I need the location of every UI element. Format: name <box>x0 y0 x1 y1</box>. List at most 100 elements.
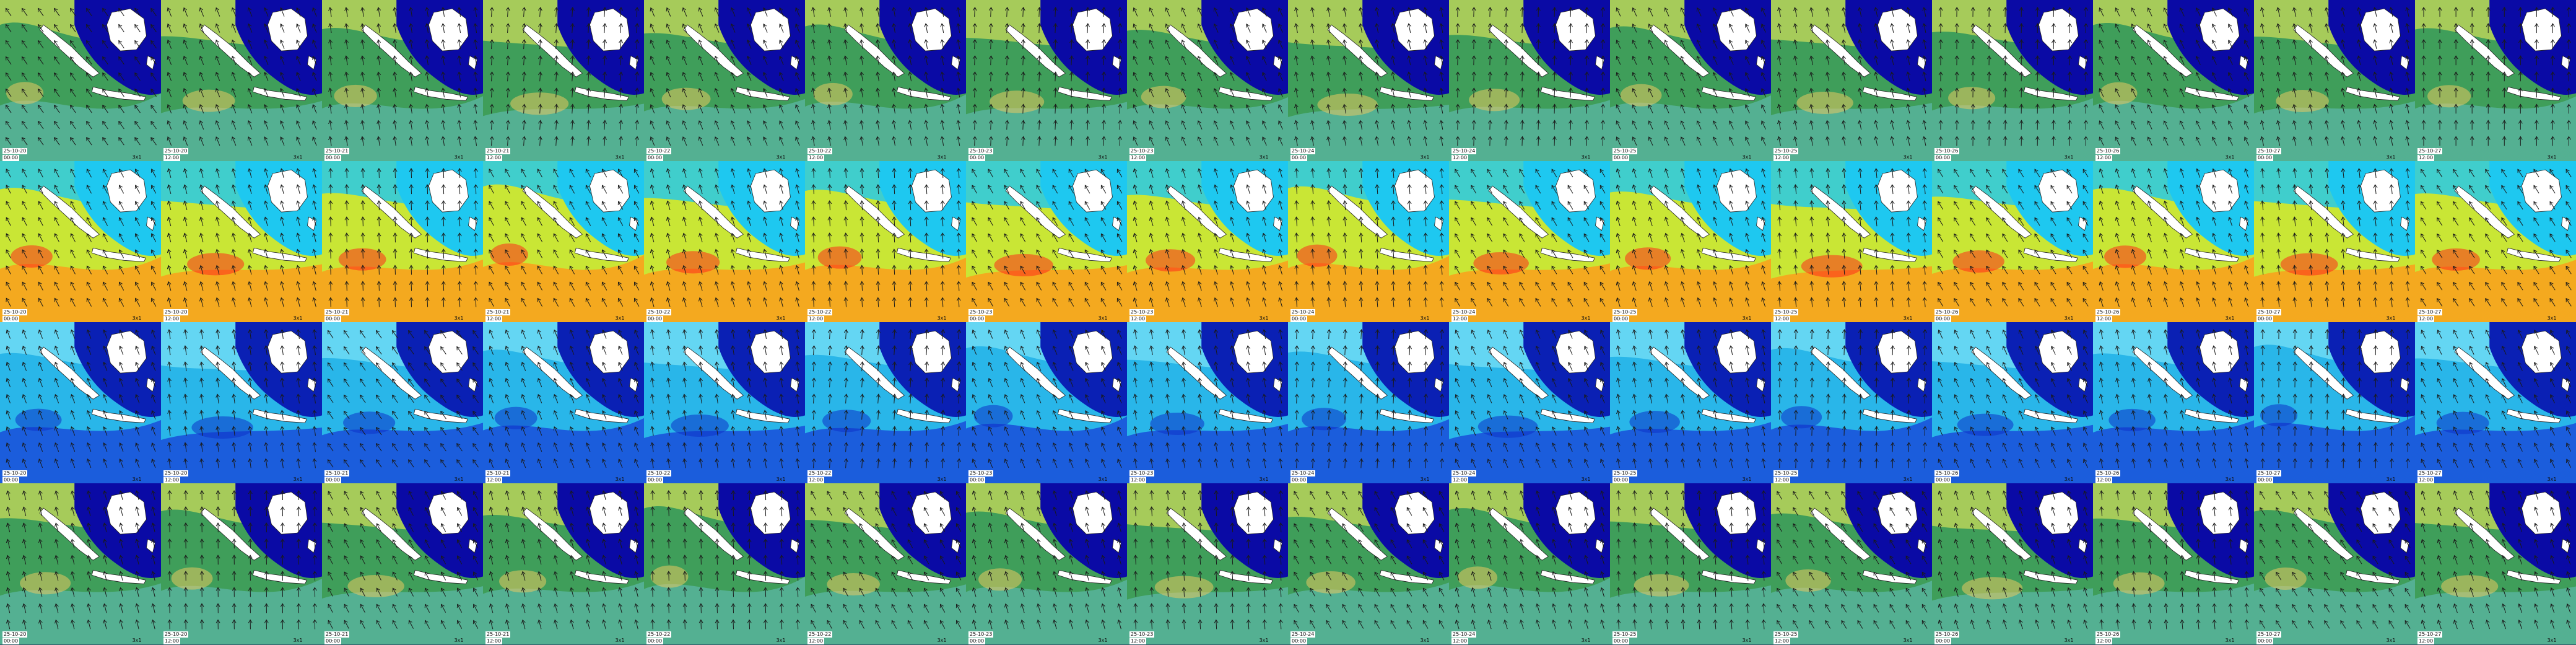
direction-arrow-icon <box>698 345 703 356</box>
direction-arrow-icon <box>2195 56 2201 65</box>
direction-arrow-icon <box>940 23 945 33</box>
direction-arrow-icon <box>2389 23 2394 33</box>
direction-arrow-icon <box>296 410 301 420</box>
direction-arrow-icon <box>2050 249 2056 258</box>
direction-arrow-icon <box>2260 87 2265 98</box>
direction-arrow-icon <box>344 7 349 17</box>
direction-arrow-icon <box>1439 71 1444 82</box>
direction-arrow-icon <box>1970 249 1976 258</box>
direction-arrow-icon <box>1503 71 1508 82</box>
direction-arrow-icon <box>232 248 236 259</box>
direction-arrow-icon <box>1278 72 1283 81</box>
direction-arrow-icon <box>1874 184 1879 195</box>
direction-arrow-icon <box>843 410 848 420</box>
direction-arrow-icon <box>1986 233 1992 242</box>
direction-arrow-icon <box>424 410 430 419</box>
direction-arrow-icon <box>876 393 881 404</box>
direction-arrow-icon <box>1230 200 1234 210</box>
direction-arrow-icon <box>634 377 639 387</box>
direction-arrow-icon <box>247 23 253 33</box>
direction-arrow-icon <box>569 377 575 387</box>
direction-arrow-icon <box>86 426 92 436</box>
direction-arrow-icon <box>1616 281 1621 291</box>
direction-arrow-icon <box>2501 394 2507 403</box>
island-landmass <box>589 169 630 213</box>
direction-arrow-icon <box>1068 361 1074 371</box>
direction-arrow-icon <box>859 393 864 404</box>
direction-arrow-icon <box>1149 393 1154 404</box>
direction-arrow-icon <box>2486 136 2491 146</box>
direction-arrow-icon <box>183 104 188 114</box>
direction-arrow-icon <box>747 297 751 307</box>
direction-arrow-icon <box>2373 458 2378 468</box>
direction-arrow-icon <box>924 71 929 82</box>
direction-arrow-icon <box>2066 361 2072 371</box>
direction-arrow-icon <box>2035 55 2040 66</box>
direction-arrow-icon <box>2018 201 2024 210</box>
direction-arrow-icon <box>2437 217 2443 226</box>
direction-arrow-icon <box>1519 377 1525 387</box>
direction-arrow-icon <box>247 55 253 65</box>
direction-arrow-icon <box>553 265 559 274</box>
direction-arrow-icon <box>2260 458 2265 468</box>
direction-arrow-icon <box>2131 329 2136 340</box>
direction-arrow-icon <box>1697 232 1701 243</box>
direction-arrow-icon <box>1165 120 1170 129</box>
direction-arrow-icon <box>2018 249 2024 258</box>
direction-arrow-icon <box>1777 377 1782 388</box>
direction-arrow-icon <box>441 265 446 275</box>
direction-arrow-icon <box>1165 184 1170 194</box>
direction-arrow-icon <box>1970 426 1975 436</box>
direction-arrow-icon <box>1100 442 1106 452</box>
direction-arrow-icon <box>972 281 977 291</box>
direction-arrow-icon <box>279 136 285 146</box>
direction-arrow-icon <box>1487 265 1493 274</box>
direction-arrow-icon <box>1052 410 1058 419</box>
direction-arrow-icon <box>1037 87 1042 98</box>
direction-arrow-icon <box>811 136 816 146</box>
direction-arrow-icon <box>1890 87 1895 98</box>
direction-arrow-icon <box>2308 200 2313 211</box>
direction-arrow-icon <box>1165 393 1170 404</box>
direction-arrow-icon <box>1601 7 1606 17</box>
map-tile: 25-10-25 00:00 3x1 <box>1610 322 1772 484</box>
direction-arrow-icon <box>1230 248 1234 259</box>
direction-arrow-icon <box>762 7 768 17</box>
direction-arrow-icon <box>1938 281 1944 291</box>
frame-time-label: 00:00 <box>1612 315 1630 322</box>
direction-arrow-icon <box>731 248 735 259</box>
direction-arrow-icon <box>70 329 76 339</box>
direction-arrow-icon <box>167 442 172 452</box>
direction-arrow-icon <box>1020 345 1025 355</box>
direction-arrow-icon <box>2453 346 2458 355</box>
direction-arrow-icon <box>2437 55 2442 66</box>
direction-arrow-icon <box>392 346 398 355</box>
direction-arrow-icon <box>151 361 156 371</box>
direction-arrow-icon <box>537 361 542 371</box>
direction-arrow-icon <box>2099 442 2104 452</box>
direction-arrow-icon <box>1809 7 1814 17</box>
map-scale-label: 3x1 <box>615 154 625 160</box>
direction-arrow-icon <box>892 39 897 50</box>
direction-arrow-icon <box>1503 120 1508 130</box>
direction-arrow-icon <box>1455 426 1460 436</box>
direction-arrow-icon <box>215 71 220 81</box>
direction-arrow-icon <box>603 7 607 17</box>
direction-arrow-icon <box>215 442 220 452</box>
direction-arrow-icon <box>409 248 414 259</box>
direction-arrow-icon <box>1519 410 1525 419</box>
direction-arrow-icon <box>1601 87 1606 98</box>
direction-arrow-icon <box>5 7 12 17</box>
frame-date-label: 25-10-25 <box>1612 470 1638 476</box>
direction-arrow-icon <box>2179 200 2185 210</box>
direction-arrow-icon <box>296 458 301 468</box>
direction-arrow-icon <box>54 104 60 113</box>
direction-arrow-icon <box>2549 265 2556 274</box>
direction-arrow-icon <box>2325 120 2329 130</box>
direction-arrow-icon <box>1086 103 1090 114</box>
direction-arrow-icon <box>2373 345 2378 356</box>
direction-arrow-icon <box>376 426 382 436</box>
direction-arrow-icon <box>1551 329 1557 339</box>
direction-arrow-icon <box>473 168 478 178</box>
direction-arrow-icon <box>2292 87 2297 98</box>
